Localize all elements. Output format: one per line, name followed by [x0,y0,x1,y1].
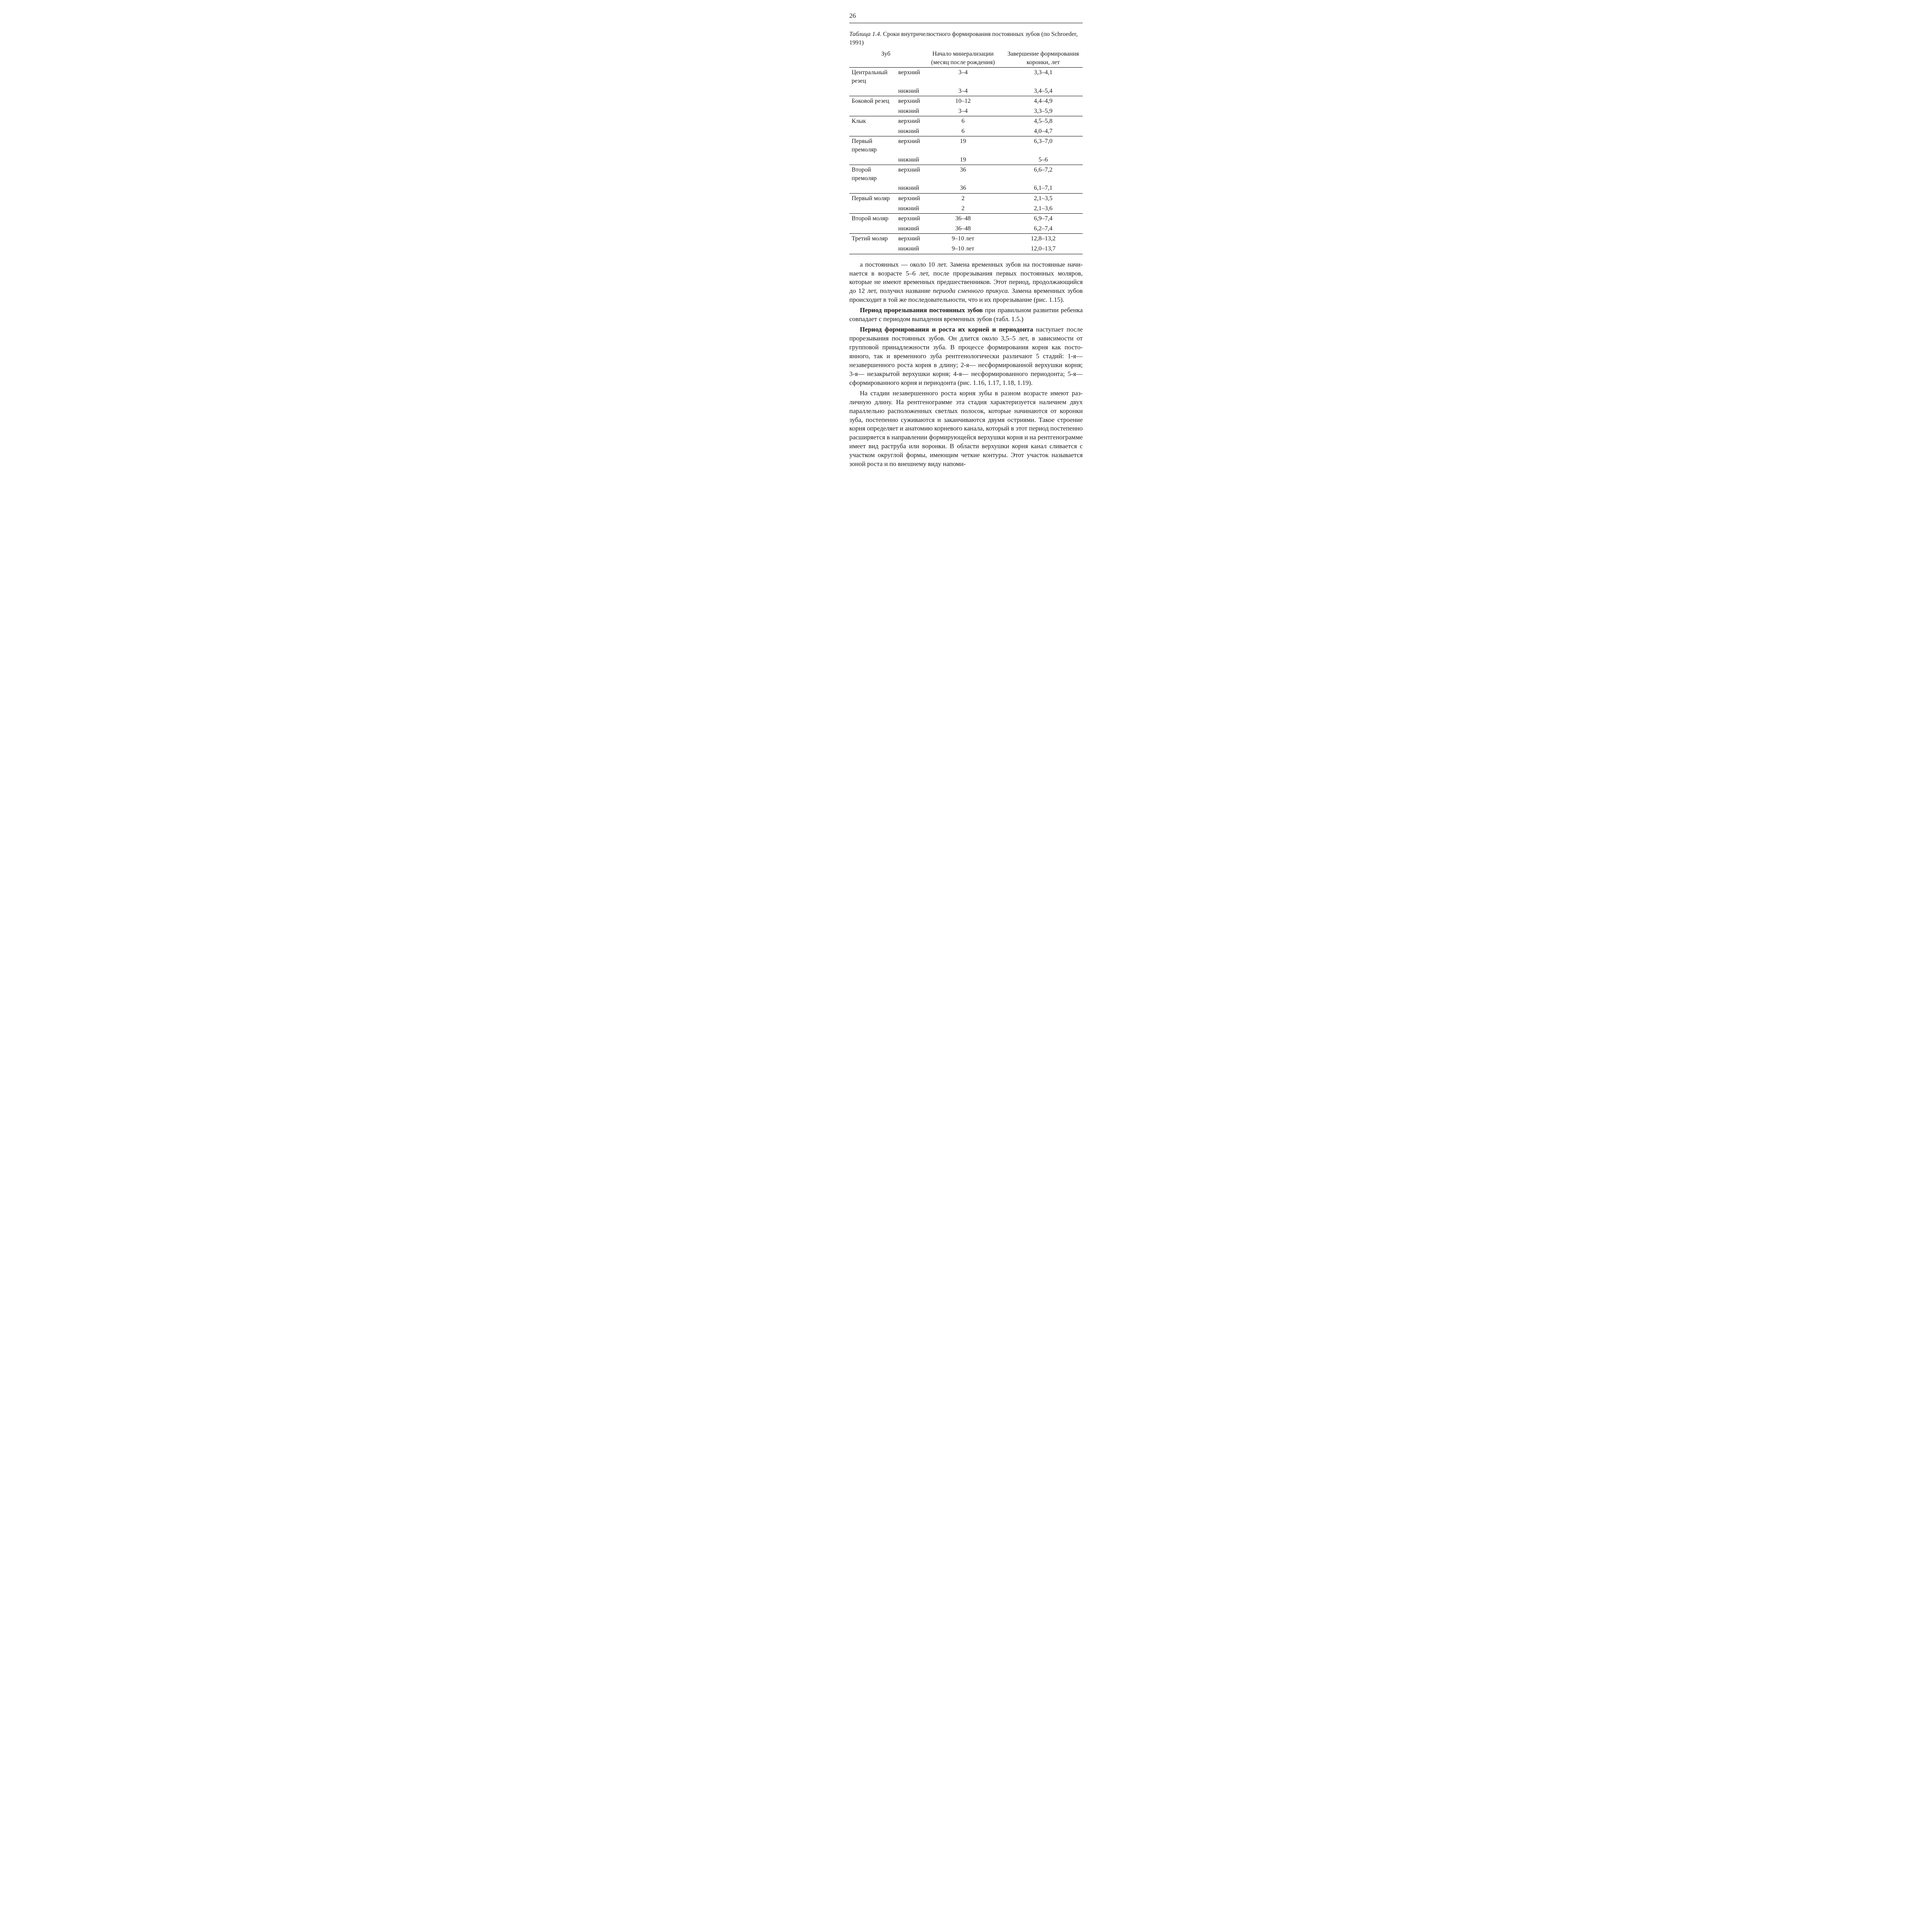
cell-end: 2,1–3,5 [1004,194,1083,204]
table-row: Первый премолярверхний196,3–7,0 [849,136,1083,155]
cell-tooth: Первый моляр [849,194,896,204]
table-row: Второй премолярверхний366,6–7,2 [849,165,1083,184]
cell-end: 4,4–4,9 [1004,96,1083,106]
cell-position: нижний [896,155,922,165]
table-row: нижний366,1–7,1 [849,183,1083,193]
cell-start: 3–4 [922,106,1004,116]
cell-start: 19 [922,155,1004,165]
cell-end: 6,1–7,1 [1004,183,1083,193]
table-row: нижний3–43,3–5,9 [849,106,1083,116]
table-row: нижний22,1–3,6 [849,204,1083,214]
cell-start: 36 [922,183,1004,193]
cell-end: 6,6–7,2 [1004,165,1083,184]
cell-tooth [849,86,896,96]
cell-start: 6 [922,116,1004,126]
paragraph-4: На стадии незавершенного роста корня зуб… [849,389,1083,469]
cell-position: нижний [896,86,922,96]
cell-end: 3,4–5,4 [1004,86,1083,96]
paragraph-3: Период формирования и роста их корней и … [849,325,1083,388]
cell-tooth: Боковой резец [849,96,896,106]
cell-tooth [849,183,896,193]
table-row: нижний36–486,2–7,4 [849,224,1083,234]
cell-tooth [849,155,896,165]
cell-start: 2 [922,194,1004,204]
cell-position: верхний [896,214,922,224]
cell-end: 3,3–4,1 [1004,68,1083,86]
col-end: Завершение форми­рования коронки, лет [1004,49,1083,68]
paragraph-1: а постоянных — около 10 лет. Замена врем… [849,260,1083,305]
cell-start: 36–48 [922,224,1004,234]
teeth-table: Зуб Начало минерализации (месяц после ро… [849,49,1083,254]
cell-end: 6,3–7,0 [1004,136,1083,155]
cell-end: 12,0–13,7 [1004,244,1083,254]
p3-bold: Период формирования и роста их корней и … [860,326,1033,333]
cell-tooth [849,106,896,116]
cell-start: 19 [922,136,1004,155]
cell-start: 36 [922,165,1004,184]
table-row: Клыкверхний64,5–5,8 [849,116,1083,126]
cell-position: нижний [896,224,922,234]
table-row: Третий молярверхний9–10 лет12,8–13,2 [849,234,1083,244]
cell-position: нижний [896,106,922,116]
cell-end: 5–6 [1004,155,1083,165]
cell-position: нижний [896,244,922,254]
table-caption: Таблица 1.4. Сроки внутричелюстного форм… [849,30,1083,47]
cell-start: 6 [922,126,1004,136]
p2-bold: Период прорезывания постоянных зубов [860,306,983,314]
table-header-row: Зуб Начало минерализации (месяц после ро… [849,49,1083,68]
cell-tooth: Клык [849,116,896,126]
caption-label: Таблица 1.4. [849,31,881,37]
cell-tooth [849,224,896,234]
cell-tooth [849,204,896,214]
p1-italic: периода сменного прикуса. [933,287,1009,294]
cell-start: 3–4 [922,86,1004,96]
cell-end: 4,5–5,8 [1004,116,1083,126]
caption-text: Сроки внутричелюстного формирования пост… [849,31,1078,46]
cell-tooth [849,244,896,254]
cell-start: 10–12 [922,96,1004,106]
page-number: 26 [849,12,1083,20]
cell-end: 3,3–5,9 [1004,106,1083,116]
paragraph-2: Период прорезывания постоянных зубов при… [849,306,1083,324]
cell-position: верхний [896,165,922,184]
table-row: Боковой резецверхний10–124,4–4,9 [849,96,1083,106]
p3-rest: наступает после про­резывания постоянных… [849,326,1083,386]
table-row: нижний9–10 лет12,0–13,7 [849,244,1083,254]
table-row: Первый молярверхний22,1–3,5 [849,194,1083,204]
cell-end: 4,0–4,7 [1004,126,1083,136]
table-row: нижний195–6 [849,155,1083,165]
cell-tooth: Центральный резец [849,68,896,86]
cell-end: 2,1–3,6 [1004,204,1083,214]
table-row: Второй молярверхний36–486,9–7,4 [849,214,1083,224]
cell-start: 36–48 [922,214,1004,224]
cell-position: верхний [896,68,922,86]
table-row: нижний64,0–4,7 [849,126,1083,136]
cell-position: нижний [896,126,922,136]
cell-position: верхний [896,194,922,204]
table-row: нижний3–43,4–5,4 [849,86,1083,96]
cell-position: верхний [896,116,922,126]
cell-tooth: Первый премоляр [849,136,896,155]
cell-position: нижний [896,183,922,193]
cell-end: 6,2–7,4 [1004,224,1083,234]
cell-start: 3–4 [922,68,1004,86]
cell-position: верхний [896,96,922,106]
book-page: 26 Таблица 1.4. Сроки внутричелюстного ф… [834,0,1098,486]
col-tooth: Зуб [849,49,922,68]
cell-tooth: Третий моляр [849,234,896,244]
cell-position: нижний [896,204,922,214]
cell-tooth: Второй премоляр [849,165,896,184]
cell-start: 2 [922,204,1004,214]
col-start: Начало минерализации (месяц после рожден… [922,49,1004,68]
cell-position: верхний [896,234,922,244]
cell-end: 12,8–13,2 [1004,234,1083,244]
cell-start: 9–10 лет [922,234,1004,244]
cell-tooth: Второй моляр [849,214,896,224]
cell-end: 6,9–7,4 [1004,214,1083,224]
cell-position: верхний [896,136,922,155]
table-row: Центральный резецверхний3–43,3–4,1 [849,68,1083,86]
cell-tooth [849,126,896,136]
cell-start: 9–10 лет [922,244,1004,254]
